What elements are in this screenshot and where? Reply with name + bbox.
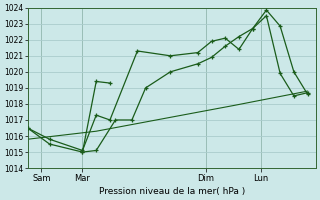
X-axis label: Pression niveau de la mer( hPa ): Pression niveau de la mer( hPa ) (99, 187, 245, 196)
